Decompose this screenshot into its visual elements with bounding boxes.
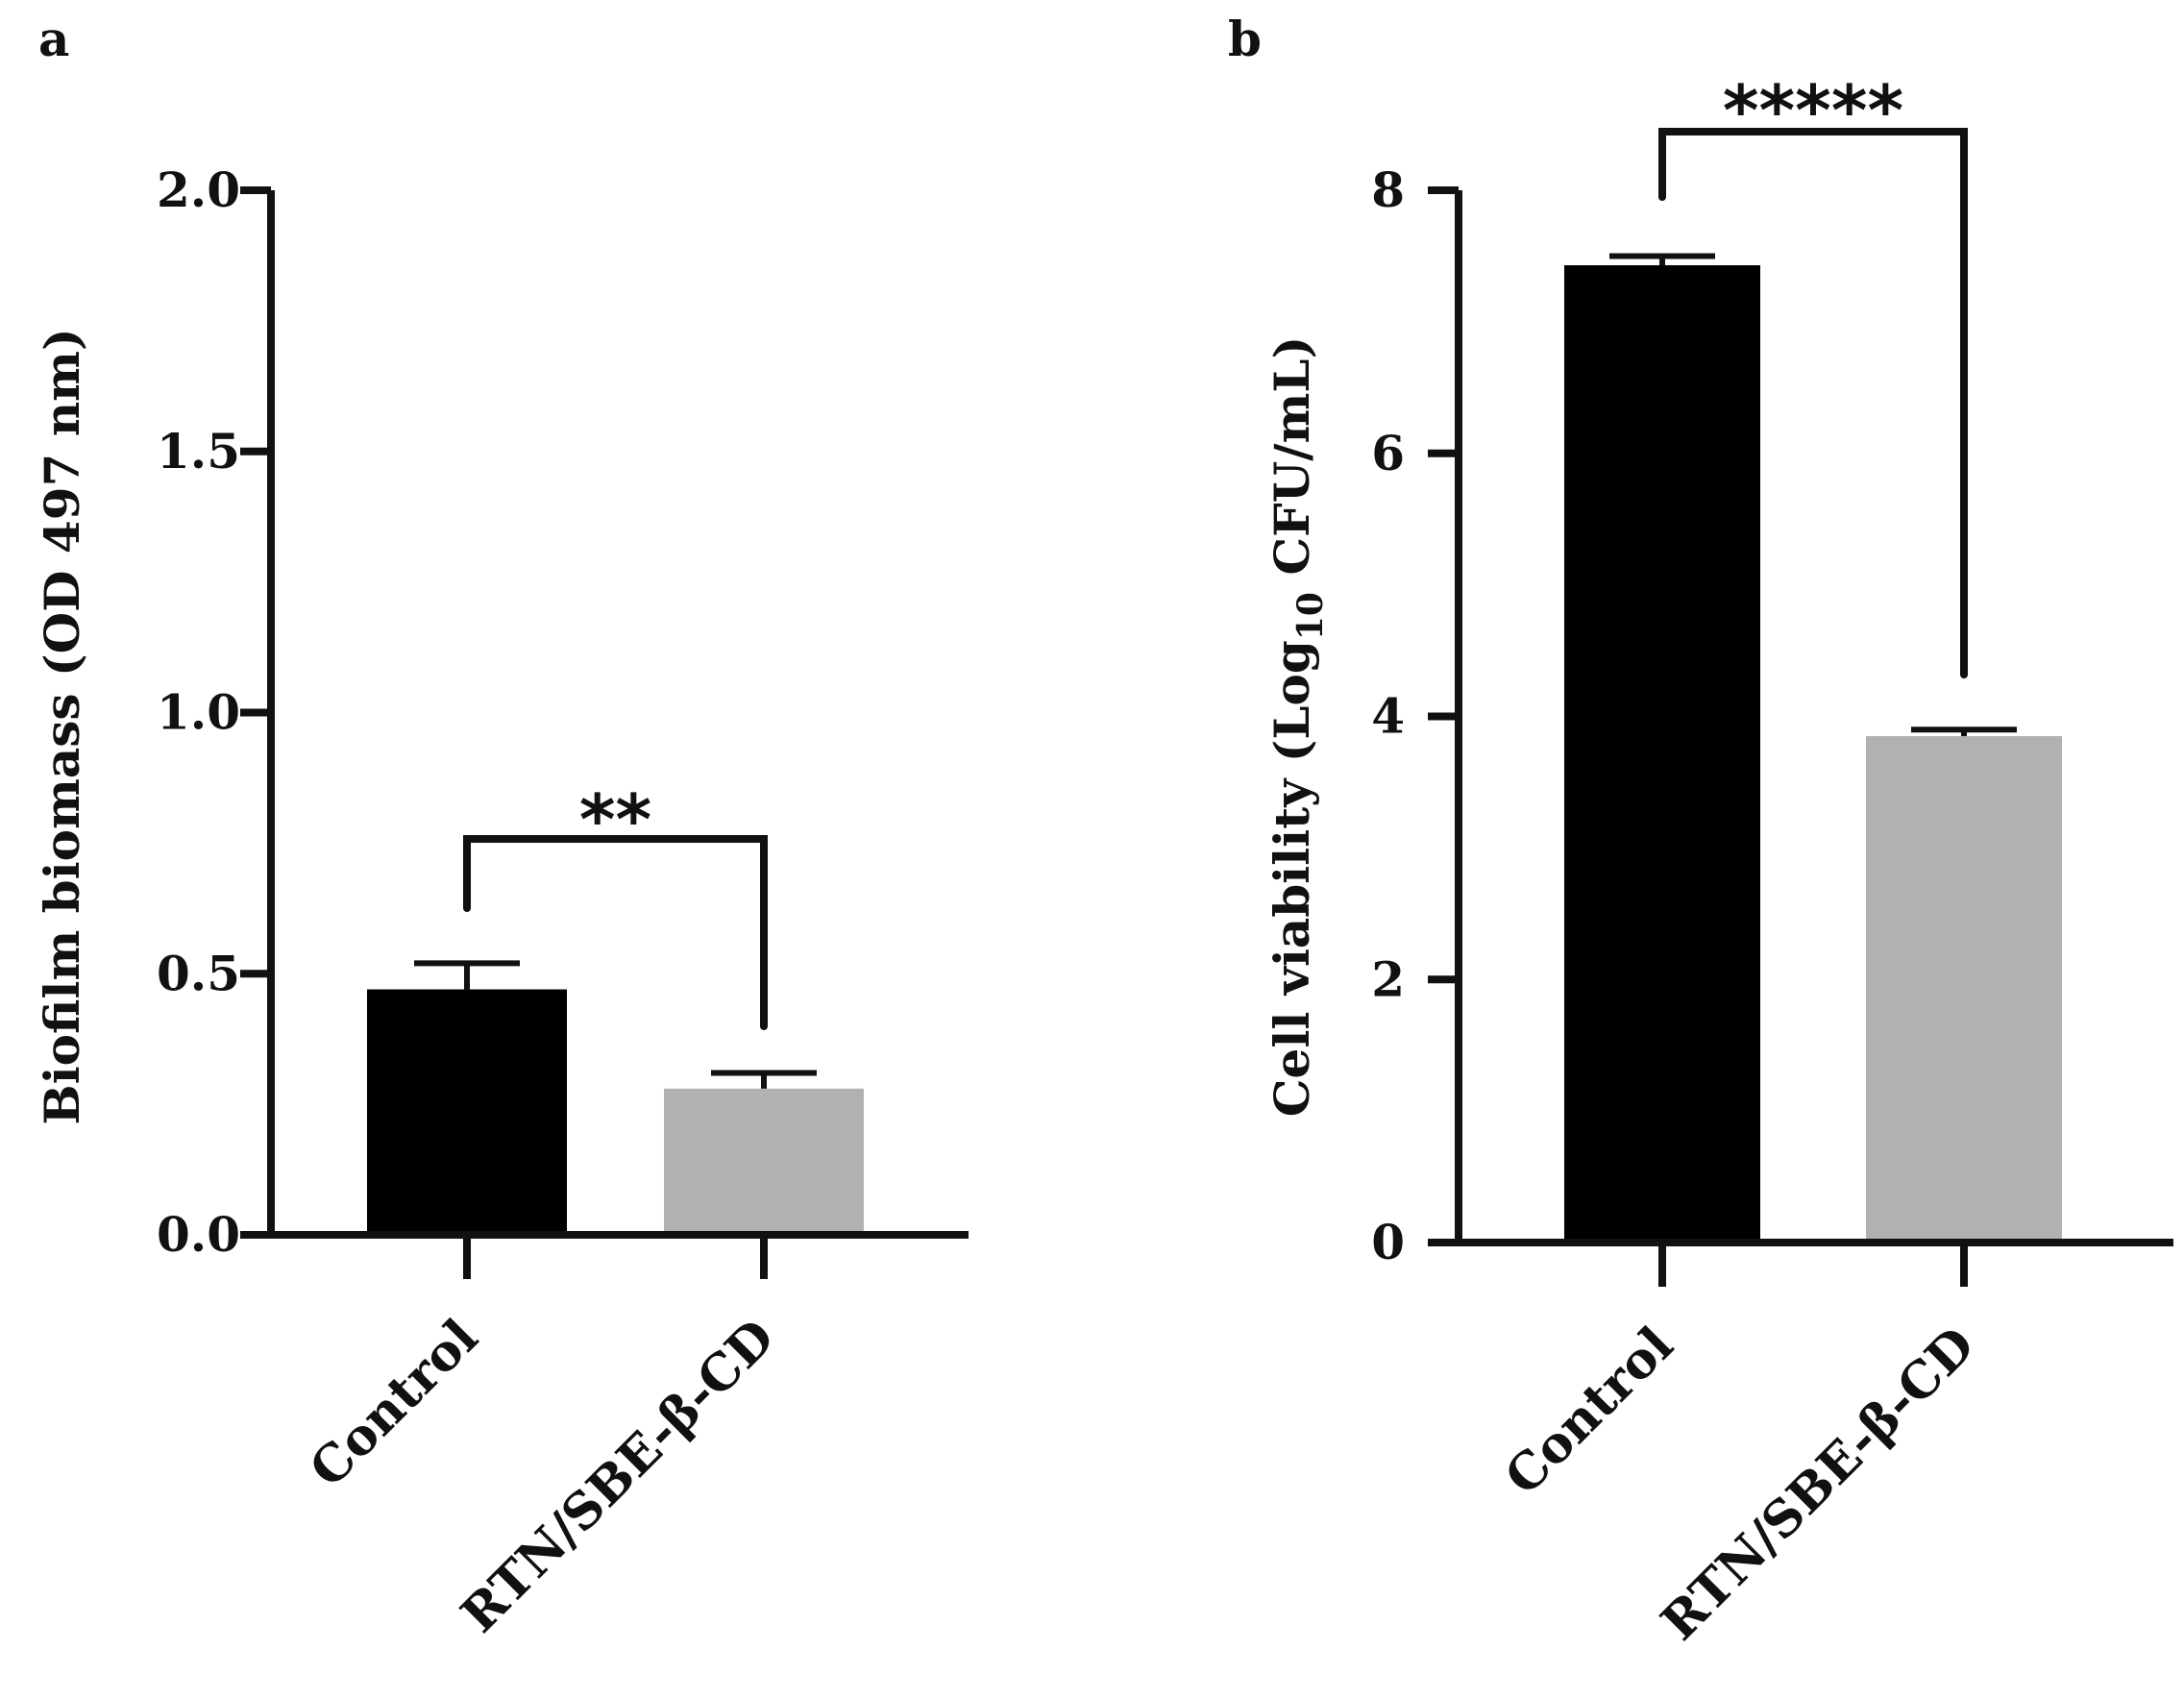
panel-b-y-tick-label-1: 2 [1371,950,1405,1007]
panel-a-y-tick-label-4: 2.0 [157,161,240,218]
panel-b-y-tick-label-4: 8 [1371,161,1405,218]
panel-b-y-tick-label-3: 6 [1371,425,1405,481]
panel-a-y-tick-label-0: 0.0 [157,1206,240,1263]
panel-b-error-bar-1 [1911,726,2017,737]
panel-a-bar-0 [367,989,567,1235]
panel-a-significance-bracket [463,835,768,1030]
panel-b-error-bar-0 [1609,253,1715,266]
panel-b-bar-1 [1866,736,2062,1243]
panel-b-significance-bracket [1658,128,1968,678]
panel-a-category-label-1: RTN/SBE-β-CD [450,1308,786,1644]
panel-b-y-tick-label-2: 4 [1371,688,1405,745]
panel-b-letter: b [1228,11,1262,67]
panel-b-y-axis-title: Cell viability (Log10 CFU/mL) [1264,336,1331,1117]
panel-a-error-bar-1 [711,1070,817,1089]
panel-a-y-tick-label-2: 1.0 [157,684,240,741]
panel-a-y-tick-label-1: 0.5 [157,945,240,1001]
panel-b-category-label-1: RTN/SBE-β-CD [1650,1316,1986,1652]
panel-b-significance-label: ***** [1723,70,1903,151]
panel-a-y-tick-label-3: 1.5 [157,423,240,480]
panel-a-y-axis-title: Biofilm biomass (OD 497 nm) [34,328,90,1124]
panel-a-error-bar-0 [414,960,520,990]
panel-b-bar-0 [1564,265,1760,1243]
panel-a-bar-1 [664,1088,864,1235]
panel-a-category-label-0: Control [299,1308,490,1499]
panel-b-category-label-0: Control [1494,1316,1685,1507]
panel-a-significance-label: ** [579,779,651,860]
panel-a-letter: a [38,11,69,67]
panel-b-y-tick-label-0: 0 [1371,1214,1405,1270]
panel-a: a 0.0 0.5 1.0 1.5 2.0 ** ControlRTN/SBE-β-CD… [34,11,969,1644]
